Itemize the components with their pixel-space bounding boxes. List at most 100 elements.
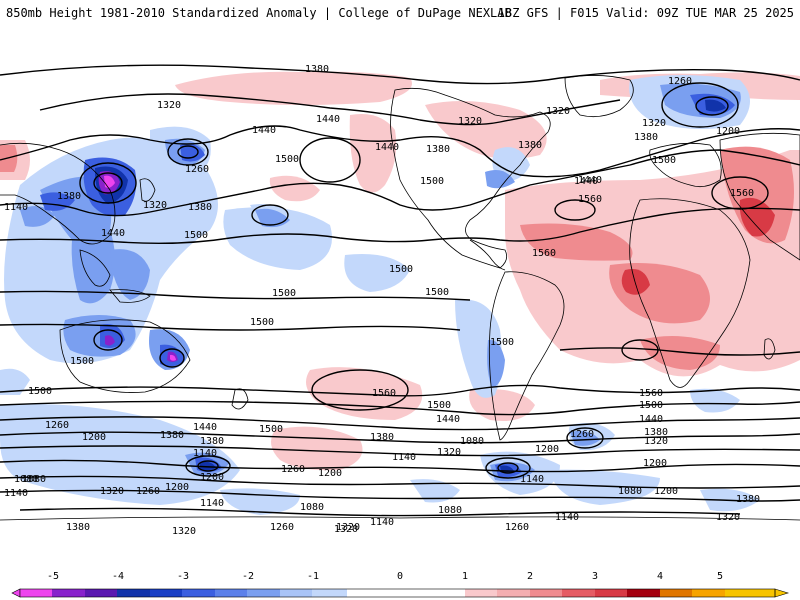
contour-label: 1320 xyxy=(100,486,124,497)
contour-label: 1440 xyxy=(193,422,217,433)
contour-label: 1320 xyxy=(437,447,461,458)
contour-label: 1380 xyxy=(305,64,329,75)
contour-label: 1500 xyxy=(28,386,52,397)
contour-label: 1260 xyxy=(668,76,692,87)
contour-label: 1320 xyxy=(546,106,570,117)
contour-label: 1080 xyxy=(22,474,46,485)
map-title: 850mb Height 1981-2010 Standardized Anom… xyxy=(6,6,512,20)
contour-labels: 1380 1320 1440 1500 1260 1380 1440 1500 … xyxy=(4,64,760,537)
contour-label: 1200 xyxy=(82,432,106,443)
contour-label: 1500 xyxy=(427,400,451,411)
valid-time: 18Z GFS | F015 Valid: 09Z TUE MAR 25 202… xyxy=(497,6,794,20)
contour-label: 1320 xyxy=(143,200,167,211)
colorbar-tick: 4 xyxy=(657,571,663,582)
colorbar-tick: 5 xyxy=(717,571,723,582)
contour-label: 1500 xyxy=(389,264,413,275)
contour-label: 1200 xyxy=(535,444,559,455)
contour-label: 1260 xyxy=(185,164,209,175)
contour-label: 1440 xyxy=(574,176,598,187)
contour-label: 1140 xyxy=(4,202,28,213)
anomaly-map: 1380 1320 1440 1500 1260 1380 1440 1500 … xyxy=(0,40,800,561)
contour-label: 1320 xyxy=(172,526,196,537)
contour-label: 1080 xyxy=(300,502,324,513)
contour-label: 1440 xyxy=(578,175,602,186)
contour-label: 1200 xyxy=(643,458,667,469)
contour-label: 1500 xyxy=(272,288,296,299)
contour-label: 1560 xyxy=(578,194,602,205)
contour-label: 1500 xyxy=(425,287,449,298)
contour-label: 1380 xyxy=(57,191,81,202)
colorbar-tick: 0 xyxy=(397,571,403,582)
contour-label: 1200 xyxy=(200,472,224,483)
height-contours xyxy=(0,64,800,517)
contour-label: 1080 xyxy=(618,486,642,497)
contour-label: 1260 xyxy=(570,429,594,440)
contour-label: 1560 xyxy=(730,188,754,199)
contour-label: 1140 xyxy=(193,448,217,459)
contour-label: 1560 xyxy=(639,388,663,399)
contour-label: 1140 xyxy=(200,498,224,509)
contour-label: 1440 xyxy=(436,414,460,425)
contour-label: 1140 xyxy=(4,488,28,499)
contour-label: 1380 xyxy=(644,427,668,438)
contour-label: 1500 xyxy=(490,337,514,348)
contour-label: 1380 xyxy=(66,522,90,533)
contour-label: 1320 xyxy=(336,522,360,533)
contour-label: 1500 xyxy=(420,176,444,187)
colorbar-bar xyxy=(11,588,790,598)
contour-label: 1500 xyxy=(184,230,208,241)
contour-label: 1380 xyxy=(518,140,542,151)
colorbar-tick: 2 xyxy=(527,571,533,582)
contour-label: 1080 xyxy=(438,505,462,516)
contour-label: 1260 xyxy=(270,522,294,533)
contour-label: 1320 xyxy=(334,524,358,535)
contour-label: 1500 xyxy=(652,155,676,166)
contour-label: 1440 xyxy=(101,228,125,239)
contour-label: 1380 xyxy=(160,430,184,441)
contour-label: 1440 xyxy=(316,114,340,125)
colorbar-tick: -5 xyxy=(47,571,59,582)
contour-label: 1560 xyxy=(532,248,556,259)
contour-label: 1560 xyxy=(372,388,396,399)
colorbar-tick: -2 xyxy=(242,571,254,582)
colorbar-tick: -3 xyxy=(177,571,189,582)
contour-label: 1380 xyxy=(200,436,224,447)
contour-label: 1380 xyxy=(188,202,212,213)
contour-label: 1200 xyxy=(165,482,189,493)
contour-label: 1320 xyxy=(157,100,181,111)
contour-label: 1200 xyxy=(654,486,678,497)
colorbar-tick: -1 xyxy=(307,571,319,582)
contour-label: 1380 xyxy=(370,432,394,443)
contour-label: 1500 xyxy=(259,424,283,435)
contour-label: 1080 xyxy=(14,474,38,485)
contour-label: 1080 xyxy=(460,436,484,447)
contour-label: 1440 xyxy=(252,125,276,136)
colorbar-tick: 3 xyxy=(592,571,598,582)
contour-label: 1500 xyxy=(639,400,663,411)
contour-label: 1260 xyxy=(281,464,305,475)
contour-label: 1380 xyxy=(634,132,658,143)
contour-label: 1380 xyxy=(426,144,450,155)
contour-label: 1140 xyxy=(520,474,544,485)
contour-label: 1140 xyxy=(370,517,394,528)
contour-label: 1380 xyxy=(736,494,760,505)
contour-label: 1320 xyxy=(644,436,668,447)
contour-label: 1320 xyxy=(458,116,482,127)
contour-label: 1500 xyxy=(70,356,94,367)
contour-label: 1140 xyxy=(555,512,579,523)
contour-label: 1260 xyxy=(136,486,160,497)
contour-label: 1200 xyxy=(716,126,740,137)
title-bar: 850mb Height 1981-2010 Standardized Anom… xyxy=(0,0,800,30)
anomaly-colorbar: -5 -4 -3 -2 -1 0 1 2 3 4 5 xyxy=(0,565,800,600)
coastlines xyxy=(0,75,800,521)
contour-label: 1260 xyxy=(505,522,529,533)
contour-label: 1500 xyxy=(250,317,274,328)
colorbar-tick: -4 xyxy=(112,571,124,582)
contour-label: 1320 xyxy=(642,118,666,129)
contour-label: 1440 xyxy=(639,414,663,425)
contour-label: 1200 xyxy=(318,468,342,479)
colorbar-ticks: -5 -4 -3 -2 -1 0 1 2 3 4 5 xyxy=(47,571,723,582)
contour-label: 1440 xyxy=(375,142,399,153)
colorbar-tick: 1 xyxy=(462,571,468,582)
contour-label: 1260 xyxy=(45,420,69,431)
